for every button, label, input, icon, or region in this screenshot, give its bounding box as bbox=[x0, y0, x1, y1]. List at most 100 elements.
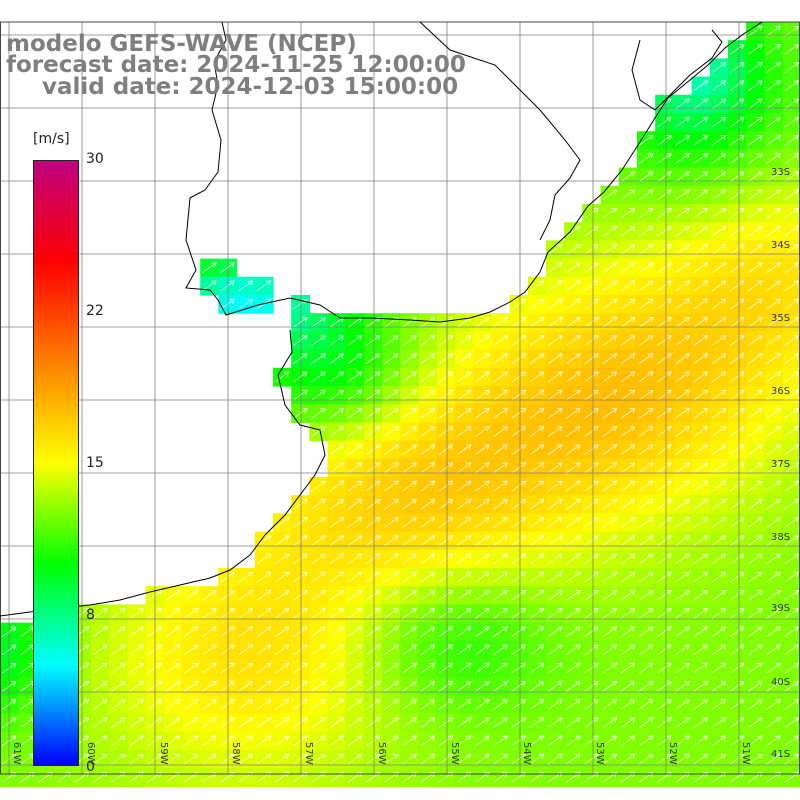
wind-arrow bbox=[365, 535, 381, 546]
wind-arrow bbox=[784, 753, 800, 765]
wind-arrow bbox=[365, 426, 381, 437]
wind-speed-cell bbox=[364, 513, 383, 533]
wind-arrow bbox=[511, 680, 527, 692]
wind-arrow bbox=[456, 699, 472, 710]
wind-speed-cell bbox=[163, 768, 183, 787]
wind-arrow bbox=[475, 662, 490, 674]
wind-arrow bbox=[493, 589, 508, 601]
wind-arrow bbox=[657, 498, 672, 510]
wind-arrow bbox=[748, 316, 763, 328]
wind-speed-cell bbox=[127, 604, 147, 624]
wind-arrow bbox=[475, 480, 490, 492]
wind-speed-cell bbox=[491, 313, 511, 332]
wind-speed-cell bbox=[473, 659, 492, 678]
wind-speed-cell bbox=[546, 349, 565, 369]
wind-speed-cell bbox=[764, 258, 784, 278]
wind-arrow bbox=[402, 426, 417, 437]
wind-arrow bbox=[347, 699, 363, 710]
wind-speed-cell bbox=[382, 677, 401, 696]
wind-speed-cell bbox=[637, 349, 656, 369]
wind-arrow bbox=[766, 371, 781, 383]
wind-arrows bbox=[1, 25, 800, 783]
wind-arrow bbox=[438, 589, 454, 601]
wind-speed-cell bbox=[564, 640, 583, 660]
wind-speed-cell bbox=[182, 768, 201, 787]
wind-arrow bbox=[748, 498, 763, 510]
wind-arrow bbox=[566, 644, 581, 656]
wind-arrow bbox=[729, 244, 745, 255]
wind-arrow bbox=[547, 498, 563, 510]
wind-arrow bbox=[329, 389, 345, 401]
wind-arrow bbox=[384, 498, 399, 510]
wind-speed-cell bbox=[345, 750, 365, 769]
wind-speed-cell bbox=[564, 331, 583, 351]
wind-speed-cell bbox=[637, 477, 656, 496]
wind-arrow bbox=[729, 225, 745, 237]
wind-arrow bbox=[766, 244, 781, 255]
wind-arrow bbox=[529, 753, 545, 765]
wind-arrow bbox=[347, 680, 363, 692]
wind-arrow bbox=[238, 680, 254, 692]
wind-speed-cell bbox=[327, 677, 347, 696]
wind-arrow bbox=[384, 571, 399, 583]
wind-speed-cell bbox=[582, 331, 602, 351]
wind-arrow bbox=[748, 280, 763, 292]
wind-speed-cell bbox=[691, 113, 711, 132]
wind-arrow bbox=[584, 353, 599, 364]
wind-arrow bbox=[711, 717, 727, 728]
wind-arrow bbox=[220, 699, 235, 710]
wind-arrow bbox=[602, 353, 618, 364]
wind-speed-cell bbox=[418, 367, 438, 387]
wind-arrow bbox=[493, 480, 508, 492]
wind-arrow bbox=[511, 662, 527, 674]
wind-arrow bbox=[675, 626, 690, 637]
wind-speed-cell bbox=[309, 367, 329, 387]
wind-arrow bbox=[475, 699, 490, 710]
wind-arrow bbox=[402, 316, 417, 328]
wind-speed-cell bbox=[182, 695, 201, 715]
wind-arrow bbox=[784, 280, 800, 292]
wind-arrow bbox=[675, 608, 690, 619]
wind-arrow bbox=[602, 316, 618, 328]
wind-speed-cell bbox=[527, 313, 547, 332]
wind-arrow bbox=[456, 517, 472, 528]
wind-speed-cell bbox=[327, 640, 347, 660]
wind-speed-cell bbox=[91, 622, 110, 642]
wind-speed-cell bbox=[473, 768, 492, 787]
wind-speed-cell bbox=[673, 276, 693, 296]
wind-speed-cell bbox=[382, 659, 401, 678]
wind-arrow bbox=[766, 389, 781, 401]
wind-arrow bbox=[566, 517, 581, 528]
wind-arrow bbox=[438, 662, 454, 674]
wind-speed-cell bbox=[673, 677, 693, 696]
wind-arrow bbox=[220, 735, 235, 747]
wind-speed-cell bbox=[382, 640, 401, 660]
wind-arrow bbox=[347, 462, 363, 474]
wind-speed-cell bbox=[236, 295, 256, 314]
wind-arrow bbox=[529, 298, 545, 310]
wind-speed-cell bbox=[764, 295, 784, 314]
wind-speed-cell bbox=[200, 750, 219, 769]
wind-speed-cell bbox=[691, 149, 711, 169]
wind-arrow bbox=[657, 462, 672, 474]
wind-arrow bbox=[456, 389, 472, 401]
wind-arrow bbox=[511, 553, 527, 565]
wind-arrow bbox=[274, 699, 290, 710]
wind-speed-cell bbox=[691, 440, 711, 460]
wind-arrow bbox=[657, 517, 672, 528]
wind-arrow bbox=[511, 462, 527, 474]
wind-speed-cell bbox=[582, 513, 602, 533]
wind-arrow bbox=[584, 553, 599, 565]
wind-speed-cell bbox=[600, 276, 620, 296]
wind-speed-cell bbox=[618, 276, 638, 296]
wind-arrow bbox=[729, 80, 745, 91]
wind-arrow bbox=[547, 389, 563, 401]
wind-speed-cell bbox=[364, 640, 383, 660]
wind-speed-cell bbox=[618, 349, 638, 369]
wind-arrow bbox=[438, 426, 454, 437]
wind-arrow bbox=[547, 462, 563, 474]
wind-speed-cell bbox=[709, 513, 729, 533]
wind-arrow bbox=[493, 735, 508, 747]
wind-speed-cell bbox=[436, 713, 456, 733]
wind-speed-cell bbox=[182, 731, 201, 751]
